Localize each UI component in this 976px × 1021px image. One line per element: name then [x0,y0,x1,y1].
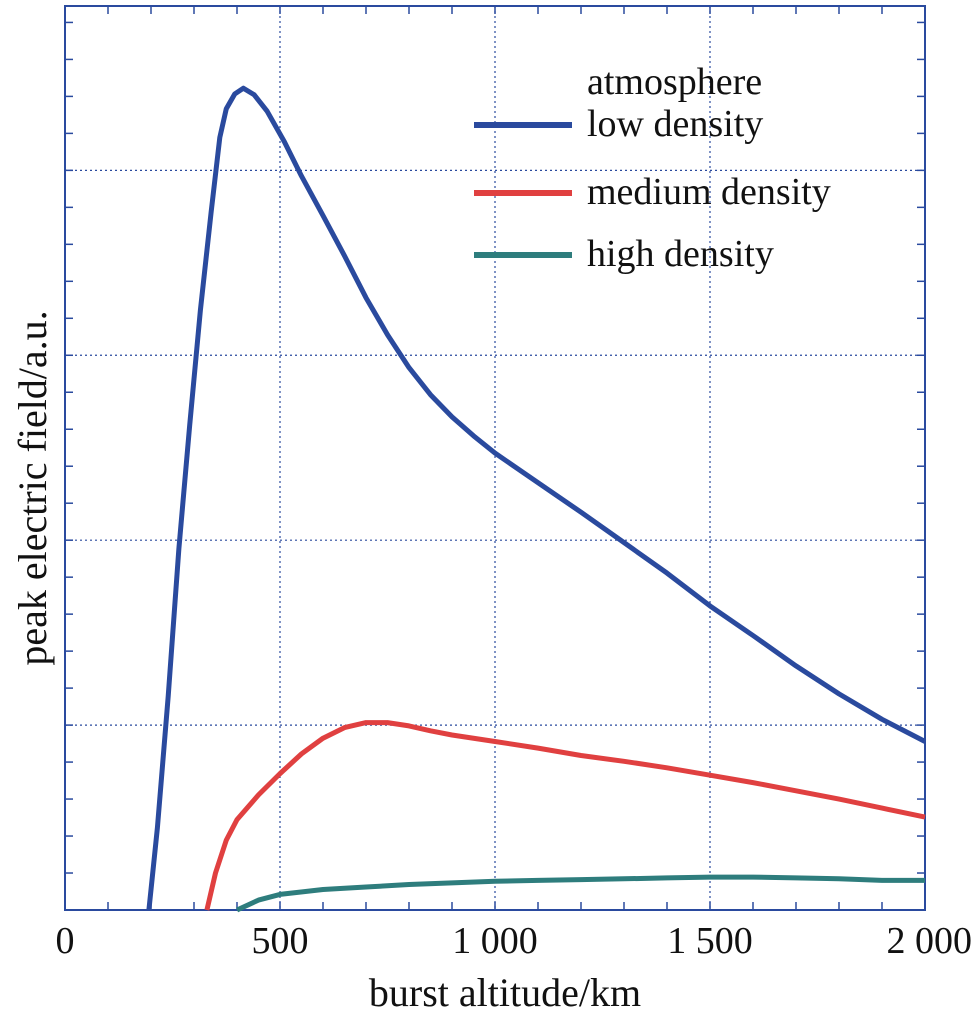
legend: atmosphere low density medium density high… [474,61,831,275]
legend-entries: low density medium density high density [474,103,831,275]
grid [65,6,925,910]
y-axis-label: peak electric field/a.u. [10,310,55,665]
x-tick-label: 2 000 [887,920,973,962]
x-axis-label: burst altitude/km [369,970,641,1015]
legend-label-3: high density [587,233,774,275]
series-line-2 [204,720,926,911]
x-tick-labels: 0 500 1 000 1 500 2 000 [56,920,973,962]
minor-ticks [65,6,925,910]
legend-title: atmosphere [587,61,762,103]
x-tick-label: 1 000 [452,920,538,962]
series-line-1 [146,85,927,911]
plot-frame [64,5,926,911]
x-tick-label: 1 500 [667,920,753,962]
legend-label-1: low density [587,103,763,145]
x-tick-label: 500 [252,920,309,962]
series-line-3 [235,874,925,913]
series-layer [146,85,927,913]
legend-label-2: medium density [587,171,831,213]
x-tick-label: 0 [56,920,75,962]
